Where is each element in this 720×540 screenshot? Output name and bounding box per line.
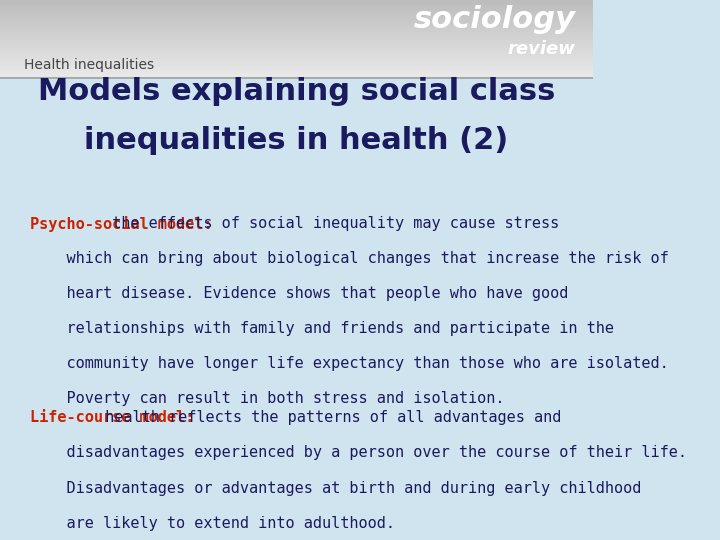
Bar	[0, 31, 593, 32]
Text: Psycho-social model:: Psycho-social model:	[30, 216, 212, 232]
Bar	[0, 77, 593, 78]
Bar	[0, 76, 593, 77]
Bar	[0, 52, 593, 53]
Bar	[0, 75, 593, 76]
Bar	[0, 63, 593, 64]
Text: Psycho-social model: the effects of social inequality may cause stress: Psycho-social model: the effects of soci…	[30, 216, 668, 231]
Text: community have longer life expectancy than those who are isolated.: community have longer life expectancy th…	[30, 356, 668, 372]
Bar	[0, 47, 593, 48]
Bar	[0, 68, 593, 69]
Bar	[0, 57, 593, 59]
Bar	[0, 30, 593, 31]
Bar	[0, 28, 593, 29]
Bar	[0, 42, 593, 43]
Bar	[0, 34, 593, 35]
Bar	[0, 26, 593, 28]
Bar	[0, 69, 593, 71]
Bar	[0, 18, 593, 19]
Bar	[0, 46, 593, 47]
Bar	[0, 4, 593, 5]
Text: Poverty can result in both stress and isolation.: Poverty can result in both stress and is…	[30, 392, 504, 407]
Bar	[0, 21, 593, 22]
Text: Life-course model:: Life-course model:	[30, 410, 194, 426]
Bar	[0, 16, 593, 17]
Text: disadvantages experienced by a person over the course of their life.: disadvantages experienced by a person ov…	[30, 446, 687, 461]
Text: Health inequalities: Health inequalities	[24, 58, 154, 72]
Text: inequalities in health (2): inequalities in health (2)	[84, 126, 508, 155]
Bar	[0, 55, 593, 56]
Bar	[0, 8, 593, 9]
Bar	[0, 44, 593, 46]
Text: which can bring about biological changes that increase the risk of: which can bring about biological changes…	[30, 251, 668, 266]
Bar	[0, 66, 593, 68]
Bar	[0, 59, 593, 60]
Bar	[0, 12, 593, 13]
Bar	[0, 17, 593, 18]
Text: review: review	[508, 40, 575, 58]
Text: Models explaining social class: Models explaining social class	[38, 77, 555, 106]
Bar	[0, 9, 593, 10]
Bar	[0, 1, 593, 3]
Bar	[0, 13, 593, 15]
Text: Disadvantages or advantages at birth and during early childhood: Disadvantages or advantages at birth and…	[30, 481, 641, 496]
Bar	[0, 40, 593, 42]
Bar	[0, 51, 593, 52]
Bar	[0, 73, 593, 75]
Bar	[0, 39, 593, 40]
Text: relationships with family and friends and participate in the: relationships with family and friends an…	[30, 321, 613, 336]
Bar	[0, 19, 593, 21]
Bar	[0, 64, 593, 65]
Bar	[0, 53, 593, 55]
Bar	[0, 10, 593, 12]
Bar	[0, 56, 593, 57]
Bar	[0, 38, 593, 39]
Bar	[0, 0, 593, 1]
Bar	[0, 22, 593, 23]
Text: heart disease. Evidence shows that people who have good: heart disease. Evidence shows that peopl…	[30, 286, 568, 301]
Bar	[0, 50, 593, 51]
Bar	[0, 6, 593, 8]
Bar	[0, 48, 593, 50]
Bar	[0, 72, 593, 73]
Bar	[0, 37, 593, 38]
Text: sociology: sociology	[413, 5, 575, 35]
Bar	[0, 71, 593, 72]
Bar	[0, 43, 593, 44]
Bar	[0, 65, 593, 66]
Bar	[0, 25, 593, 26]
Bar	[0, 5, 593, 6]
Text: health reflects the patterns of all advantages and: health reflects the patterns of all adva…	[96, 410, 561, 426]
Text: the effects of social inequality may cause stress: the effects of social inequality may cau…	[103, 216, 559, 231]
Bar	[0, 29, 593, 30]
Bar	[0, 62, 593, 63]
Bar	[0, 35, 593, 37]
Bar	[0, 60, 593, 62]
Text: are likely to extend into adulthood.: are likely to extend into adulthood.	[30, 516, 395, 531]
Bar	[0, 24, 593, 25]
Bar	[0, 32, 593, 34]
Bar	[0, 15, 593, 16]
Bar	[0, 3, 593, 4]
